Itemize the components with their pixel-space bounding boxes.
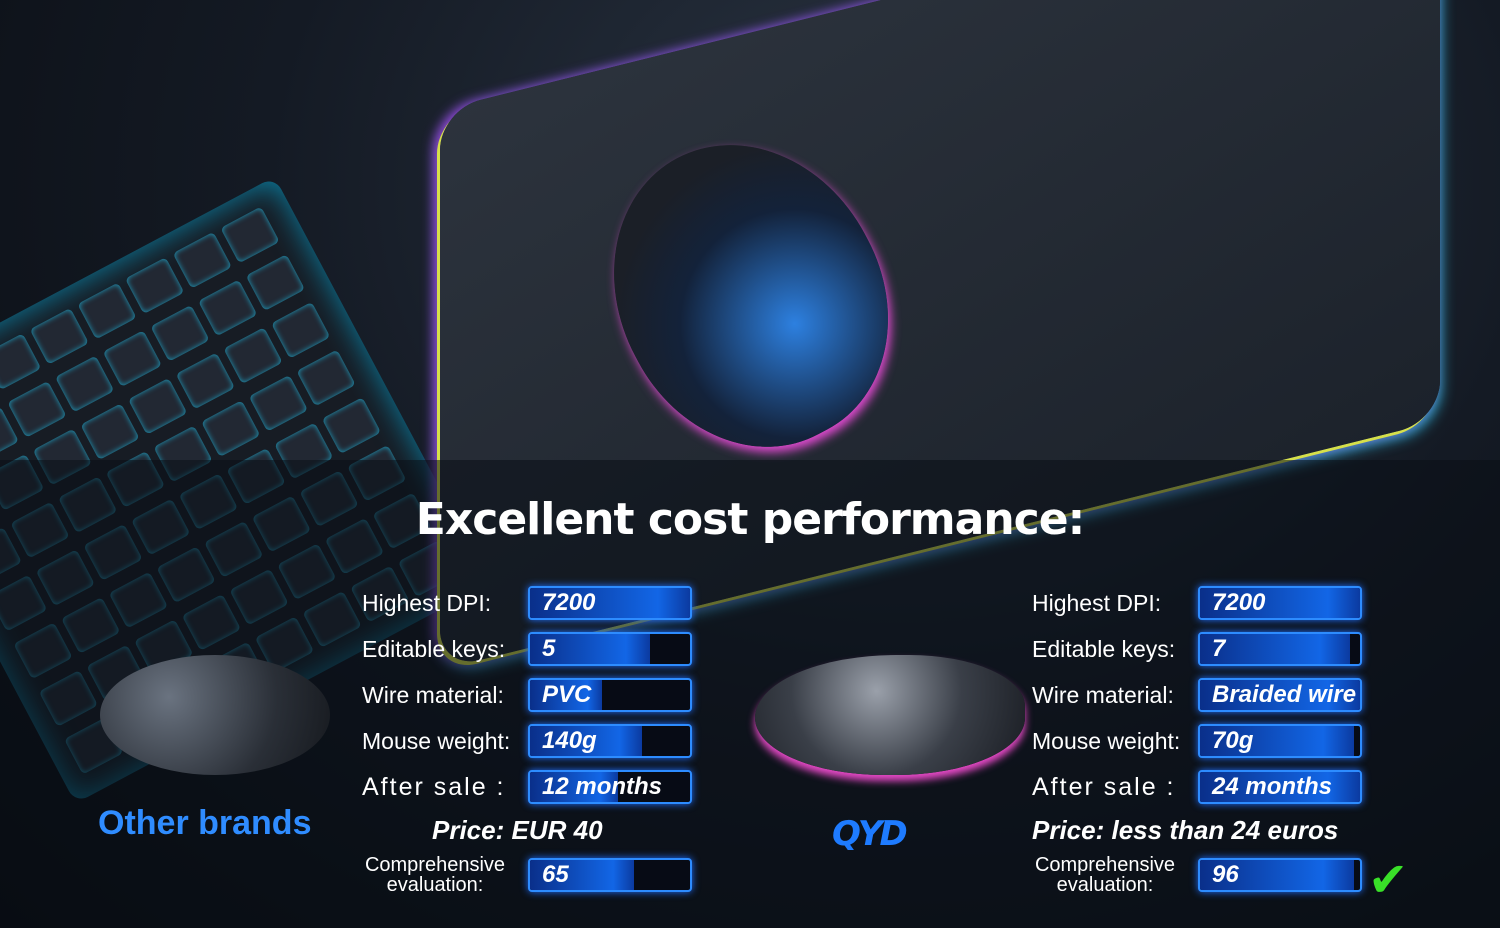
bar-fill	[1200, 772, 1360, 802]
key	[248, 374, 309, 432]
key	[127, 377, 188, 435]
spec-value: 140g	[542, 727, 597, 754]
evaluation-value: 96	[1212, 861, 1239, 888]
spec-row: After sale : 12 months	[362, 764, 692, 810]
spec-bar: 5	[528, 632, 692, 666]
bar-fill	[530, 860, 634, 890]
spec-label: Highest DPI:	[362, 589, 492, 616]
spec-label: Wire material:	[362, 681, 504, 708]
spec-value: Braided wire	[1212, 681, 1357, 708]
spec-value: 7	[1212, 635, 1226, 662]
spec-bar: 140g	[528, 724, 692, 758]
key	[80, 403, 140, 461]
spec-bar: 7200	[528, 586, 692, 620]
spec-value: 12 months	[542, 773, 663, 800]
spec-row: Editable keys: 7	[1032, 626, 1362, 672]
evaluation-bar: 96	[1198, 858, 1362, 892]
qyd-specs: Highest DPI: 7200 Editable keys: 7 Wire …	[1032, 580, 1362, 898]
key	[296, 349, 356, 407]
spec-label: After sale :	[362, 772, 506, 801]
key	[0, 333, 42, 391]
spec-value: 5	[542, 635, 556, 662]
spec-row: Highest DPI: 7200	[1032, 580, 1362, 626]
spec-bar: Braided wire	[1198, 678, 1362, 712]
bar-fill	[530, 772, 618, 802]
key	[150, 304, 210, 362]
price-text: Price: EUR 40	[432, 815, 603, 845]
spec-bar: 7200	[1198, 586, 1362, 620]
bar-fill	[530, 634, 650, 664]
spec-row: Wire material: PVC	[362, 672, 692, 718]
spec-value: 7200	[1212, 589, 1266, 616]
key	[124, 257, 185, 315]
key	[223, 327, 283, 385]
spec-bar: 12 months	[528, 770, 692, 804]
spec-value: 70g	[1212, 727, 1254, 754]
qyd-mouse-image	[755, 655, 1025, 775]
evaluation-row: Comprehensive evaluation: 65	[362, 852, 692, 898]
spec-value: 7200	[542, 589, 596, 616]
spec-label: Wire material:	[1032, 681, 1174, 708]
key	[172, 231, 233, 289]
spec-value: PVC	[542, 681, 592, 708]
key	[220, 206, 280, 264]
spec-value: 24 months	[1212, 773, 1333, 800]
evaluation-bar: 65	[528, 858, 692, 892]
spec-label: Mouse weight:	[362, 727, 511, 754]
evaluation-label: Comprehensive evaluation:	[1034, 854, 1176, 896]
bar-fill	[1200, 726, 1354, 756]
key	[7, 380, 67, 438]
page-title: Excellent cost performance:	[415, 494, 1085, 545]
bar-fill	[530, 726, 642, 756]
bar-fill	[530, 680, 602, 710]
price-text: Price: less than 24 euros	[1032, 815, 1339, 845]
spec-label: Editable keys:	[362, 635, 506, 662]
spec-row: Editable keys: 5	[362, 626, 692, 672]
spec-label: After sale :	[1032, 772, 1176, 801]
spec-row: Highest DPI: 7200	[362, 580, 692, 626]
key	[29, 307, 90, 365]
spec-row: Wire material: Braided wire	[1032, 672, 1362, 718]
key	[198, 279, 258, 337]
spec-bar: 24 months	[1198, 770, 1362, 804]
spec-label: Highest DPI:	[1032, 589, 1162, 616]
key	[271, 301, 331, 359]
key	[245, 254, 306, 312]
other-brand-mouse-image	[100, 655, 330, 775]
bar-fill	[530, 588, 690, 618]
key	[77, 282, 137, 340]
evaluation-label: Comprehensive evaluation:	[364, 854, 506, 896]
bar-fill	[1200, 680, 1360, 710]
bar-fill	[1200, 588, 1360, 618]
spec-row: Mouse weight: 140g	[362, 718, 692, 764]
key	[175, 352, 236, 410]
qyd-logo: QYD	[832, 814, 908, 854]
key	[321, 397, 382, 455]
spec-row: After sale : 24 months	[1032, 764, 1362, 810]
evaluation-row: Comprehensive evaluation: 96	[1032, 852, 1362, 898]
key	[201, 400, 261, 458]
spec-bar: PVC	[528, 678, 692, 712]
bar-fill	[1200, 860, 1354, 890]
spec-row: Mouse weight: 70g	[1032, 718, 1362, 764]
spec-label: Editable keys:	[1032, 635, 1176, 662]
spec-bar: 70g	[1198, 724, 1362, 758]
other-brands-specs: Highest DPI: 7200 Editable keys: 5 Wire …	[362, 580, 692, 898]
bar-fill	[1200, 634, 1351, 664]
evaluation-value: 65	[542, 861, 569, 888]
check-mark-icon: ✔	[1368, 852, 1409, 908]
key	[54, 355, 115, 413]
spec-label: Mouse weight:	[1032, 727, 1181, 754]
other-brands-label: Other brands	[98, 804, 312, 842]
spec-bar: 7	[1198, 632, 1362, 666]
key	[102, 330, 163, 388]
